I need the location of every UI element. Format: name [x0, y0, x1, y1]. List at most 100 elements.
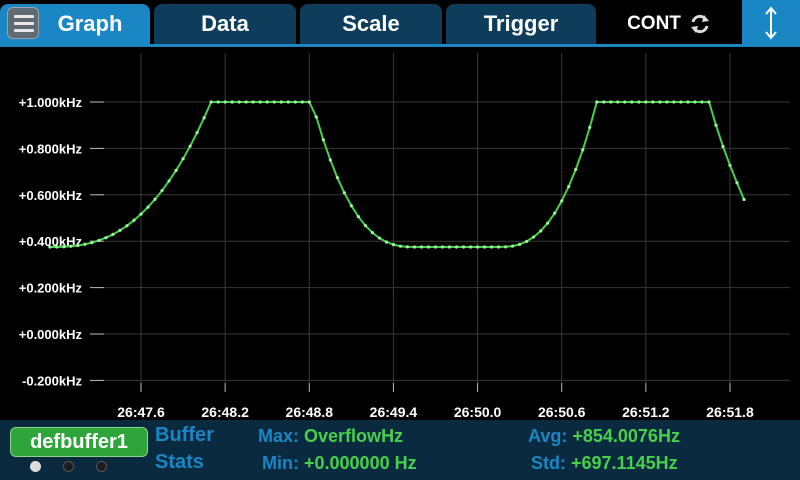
- trace-point: [735, 181, 739, 185]
- stat-std: Std: +697.1145Hz: [531, 453, 678, 474]
- trace-point: [721, 144, 725, 149]
- trace-point: [581, 148, 585, 152]
- stat-avg: Avg: +854.0076Hz: [528, 426, 680, 447]
- trace-point: [497, 245, 501, 249]
- trace-point: [518, 242, 522, 246]
- trace-point: [588, 125, 592, 130]
- y-tick-label: -0.200kHz: [22, 373, 82, 388]
- stat-std-unit: Hz: [655, 453, 678, 473]
- trace-point: [195, 130, 199, 135]
- trace-point: [384, 240, 389, 244]
- trace-point: [370, 231, 374, 235]
- trace-point: [125, 224, 129, 228]
- trace-point: [146, 205, 150, 209]
- trace-point: [244, 100, 248, 104]
- graph-plot[interactable]: +1.000kHz +0.800kHz +0.600kHz +0.400kHz +0.2…: [0, 47, 800, 420]
- menu-button[interactable]: [7, 7, 39, 39]
- stat-std-value: +697.1145: [571, 453, 656, 473]
- trace-point: [55, 245, 59, 249]
- trace-point: [489, 245, 494, 249]
- trace-point: [651, 100, 655, 104]
- trace-point: [665, 100, 669, 104]
- trace-point: [574, 167, 578, 172]
- continuous-mode-indicator[interactable]: CONT: [605, 4, 733, 44]
- trace-point: [644, 100, 648, 104]
- trace-point: [48, 245, 52, 249]
- y-tick-label: +0.600kHz: [19, 188, 83, 203]
- trace-point: [553, 211, 557, 215]
- trace-point: [174, 168, 178, 172]
- trace-point: [118, 228, 122, 232]
- trace-point: [363, 223, 367, 228]
- trace-point: [539, 229, 543, 233]
- trace-point: [237, 100, 241, 104]
- trace-point: [525, 239, 529, 244]
- trace-point: [440, 245, 445, 249]
- mode-label: CONT: [627, 13, 681, 34]
- trace-point: [300, 100, 304, 104]
- trace-point: [595, 100, 599, 104]
- trace-point: [69, 244, 73, 248]
- x-tick-label: 26:51.8: [706, 404, 754, 420]
- trace-point: [714, 123, 718, 127]
- trace-point: [104, 236, 108, 240]
- y-tick-label: +1.000kHz: [19, 95, 83, 110]
- trace-point: [454, 245, 459, 249]
- tab-trigger[interactable]: Trigger: [446, 4, 596, 44]
- trace-point: [153, 197, 157, 201]
- page-indicator[interactable]: [30, 461, 107, 472]
- trace-point: [426, 245, 431, 249]
- trace-point: [672, 100, 676, 104]
- trace-point: [139, 212, 143, 216]
- trace-point: [546, 221, 550, 225]
- tab-scale[interactable]: Scale: [300, 4, 442, 44]
- trace-point: [475, 245, 480, 249]
- trace-point: [342, 191, 346, 195]
- page-dot-1[interactable]: [30, 461, 41, 472]
- trace-point: [482, 245, 487, 249]
- trace-point: [356, 215, 360, 219]
- tab-data[interactable]: Data: [154, 4, 296, 44]
- trace-point: [230, 100, 234, 104]
- trace-point: [251, 100, 255, 104]
- trace-point: [532, 235, 536, 239]
- stat-std-label: Std:: [531, 453, 566, 473]
- buffer-stats-panel: defbuffer1 Buffer Stats Max: OverflowHz …: [0, 420, 800, 480]
- refresh-icon: [690, 14, 709, 34]
- x-tick-label: 26:49.4: [370, 404, 418, 420]
- trace-point: [76, 243, 80, 248]
- page-dot-2[interactable]: [63, 461, 74, 472]
- stat-min-unit: Hz: [394, 453, 417, 473]
- trace-point: [405, 245, 410, 249]
- trace-point: [511, 244, 515, 248]
- trace-point: [132, 218, 136, 222]
- trace-point: [181, 157, 185, 161]
- trace-point: [560, 199, 564, 203]
- trace-point: [637, 100, 641, 104]
- trace-point: [686, 100, 690, 104]
- graph-area[interactable]: +1.000kHz +0.800kHz +0.600kHz +0.400kHz +0.2…: [0, 47, 800, 420]
- tab-graph-label: Graph: [57, 11, 123, 36]
- trace-point: [693, 100, 697, 104]
- trace-point: [314, 115, 318, 119]
- stat-min: Min: +0.000000 Hz: [262, 453, 417, 474]
- y-tick-label: +0.400kHz: [19, 234, 83, 249]
- trace-point: [742, 197, 746, 202]
- stat-avg-value: +854.0076: [572, 426, 658, 446]
- trace-line: [49, 101, 745, 248]
- trace-point: [279, 100, 283, 104]
- trace-point: [433, 245, 438, 249]
- trace-point: [349, 204, 353, 208]
- trace-point: [202, 116, 206, 120]
- top-tab-bar: Graph Data Scale Trigger CONT: [0, 0, 800, 46]
- page-dot-3[interactable]: [96, 461, 107, 472]
- trace-point: [504, 245, 508, 249]
- expand-button[interactable]: [742, 0, 800, 46]
- trace-point: [328, 158, 332, 162]
- trace-point: [679, 100, 683, 104]
- trace-point: [616, 100, 620, 104]
- stats-title-line1: Buffer: [155, 424, 214, 446]
- stat-min-value: +0.000000: [304, 453, 390, 473]
- trace-point: [391, 243, 396, 247]
- buffer-select-button[interactable]: defbuffer1: [10, 427, 148, 457]
